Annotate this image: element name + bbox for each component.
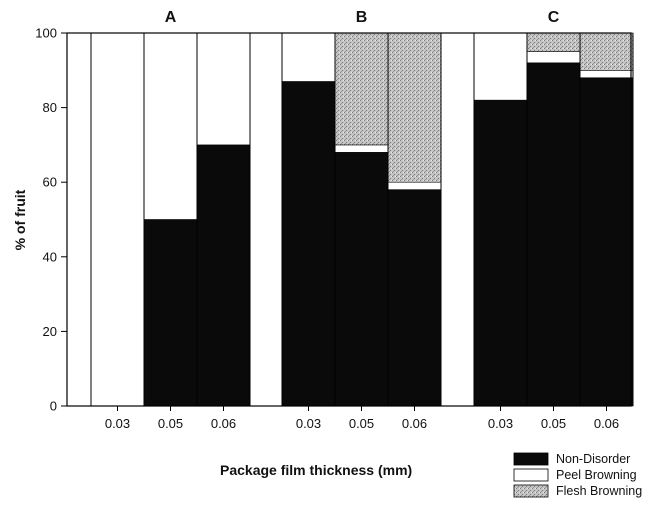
y-axis-title: % of fruit bbox=[12, 189, 28, 250]
legend-label-non-disorder: Non-Disorder bbox=[556, 452, 630, 466]
bar-b-005-flesh-browning bbox=[334, 32, 389, 146]
bar-a-005-non-disorder bbox=[143, 219, 198, 407]
bar-a-003-peel-browning bbox=[90, 32, 145, 407]
legend-swatch-peel-browning bbox=[513, 468, 549, 482]
x-tick-label-a-005: 0.05 bbox=[158, 416, 183, 431]
legend-label-flesh-browning: Flesh Browning bbox=[556, 484, 642, 498]
panel-label-c: C bbox=[548, 9, 560, 26]
bar-b-006-peel-browning bbox=[387, 181, 442, 190]
bar-b-006-non-disorder bbox=[387, 189, 442, 407]
panel-separators bbox=[90, 33, 634, 406]
x-tick-label-b-005: 0.05 bbox=[349, 416, 374, 431]
bar-c-006-non-disorder bbox=[579, 77, 634, 407]
bar-b-005-peel-browning bbox=[334, 144, 389, 153]
x-tick-label-c-003: 0.03 bbox=[488, 416, 513, 431]
y-tick-label-20: 20 bbox=[43, 324, 57, 339]
x-tick-label-b-006: 0.06 bbox=[402, 416, 427, 431]
bar-c-006-flesh-browning bbox=[579, 32, 634, 71]
x-tick-label-a-003: 0.03 bbox=[105, 416, 130, 431]
bar-c-006-peel-browning bbox=[579, 70, 634, 79]
bar-b-005-non-disorder bbox=[334, 152, 389, 407]
x-axis-title: Package film thickness (mm) bbox=[220, 462, 412, 478]
legend-swatch-non-disorder bbox=[513, 452, 549, 466]
x-tick-label-a-006: 0.06 bbox=[211, 416, 236, 431]
bar-b-003-non-disorder bbox=[281, 81, 336, 407]
bar-b-003-peel-browning bbox=[281, 32, 336, 82]
bars-layer bbox=[90, 32, 634, 407]
bar-b-006-flesh-browning bbox=[387, 32, 442, 183]
bar-c-003-peel-browning bbox=[473, 32, 528, 101]
legend-label-peel-browning: Peel Browning bbox=[556, 468, 637, 482]
y-tick-label-100: 100 bbox=[35, 26, 57, 41]
legend-swatch-flesh-browning bbox=[513, 484, 549, 498]
bar-c-003-non-disorder bbox=[473, 99, 528, 407]
y-tick-label-0: 0 bbox=[50, 399, 57, 414]
panel-label-a: A bbox=[165, 9, 177, 26]
bar-a-006-peel-browning bbox=[196, 32, 251, 146]
legend: Non-Disorder Peel Browning Flesh Brownin… bbox=[513, 452, 642, 498]
bar-c-005-non-disorder bbox=[526, 62, 581, 407]
bar-c-005-peel-browning bbox=[526, 51, 581, 64]
y-axis: 0 20 40 60 80 100 bbox=[35, 26, 67, 414]
x-tick-label-c-006: 0.06 bbox=[594, 416, 619, 431]
panel-label-b: B bbox=[356, 9, 368, 26]
plot-frame bbox=[66, 32, 632, 407]
x-axis: 0.03 0.05 0.06 0.03 0.05 0.06 0.03 0.05 0.06 bbox=[105, 406, 619, 431]
bar-a-005-peel-browning bbox=[143, 32, 198, 220]
bar-c-005-flesh-browning bbox=[526, 32, 581, 52]
y-tick-label-80: 80 bbox=[43, 100, 57, 115]
bar-a-006-non-disorder bbox=[196, 144, 251, 407]
x-tick-label-c-005: 0.05 bbox=[541, 416, 566, 431]
x-tick-label-b-003: 0.03 bbox=[296, 416, 321, 431]
y-tick-label-40: 40 bbox=[43, 249, 57, 264]
y-tick-label-60: 60 bbox=[43, 175, 57, 190]
panel-labels: A B C bbox=[165, 9, 560, 26]
